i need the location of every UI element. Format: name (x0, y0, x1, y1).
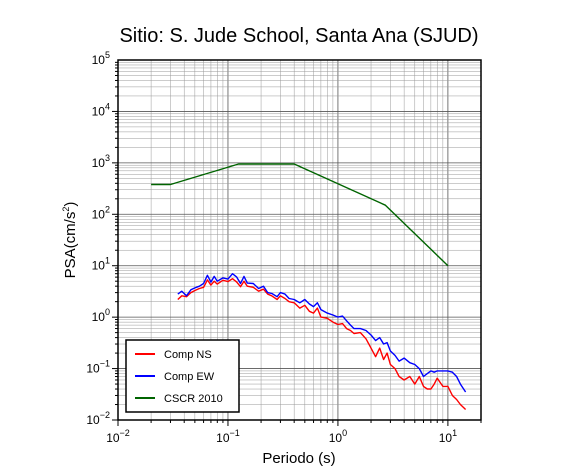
legend-label: Comp NS (164, 349, 212, 361)
x-tick-label: 10−1 (216, 428, 240, 445)
y-tick-label: 10−1 (86, 359, 110, 376)
legend: Comp NS Comp EW CSCR 2010 (125, 339, 240, 413)
y-tick-label: 102 (92, 204, 110, 221)
y-tick-label: 103 (92, 153, 110, 170)
x-tick-label: 101 (439, 428, 457, 445)
x-tick-label: 100 (329, 428, 347, 445)
y-axis-label-sup: 2 (61, 207, 71, 212)
series-line-2 (177, 273, 467, 393)
chart-title: Sitio: S. Jude School, Santa Ana (SJUD) (119, 25, 478, 47)
y-tick-label: 100 (92, 307, 110, 324)
y-axis-label: PSA(cm/s2) (61, 202, 79, 279)
y-tick-label: 105 (92, 50, 110, 67)
series-line-1 (177, 278, 467, 411)
y-axis-label-main: PSA(cm/s (62, 212, 79, 279)
series-line-3 (151, 163, 449, 267)
plot-frame (117, 59, 482, 421)
legend-label: CSCR 2010 (164, 393, 223, 405)
y-axis-label-close: ) (62, 202, 79, 207)
series-layer (151, 163, 467, 411)
ticks (112, 61, 482, 426)
x-axis-label: Periodo (s) (262, 450, 335, 467)
tick-labels: 10−2 10−1 100 101 10−2 10−1 100 101 102 103 104 105 (86, 50, 457, 445)
legend-label: Comp EW (164, 371, 215, 383)
y-tick-label: 10−2 (86, 410, 110, 427)
x-tick-label: 10−2 (106, 428, 130, 445)
y-tick-label: 101 (92, 256, 110, 273)
y-tick-label: 104 (92, 101, 110, 118)
